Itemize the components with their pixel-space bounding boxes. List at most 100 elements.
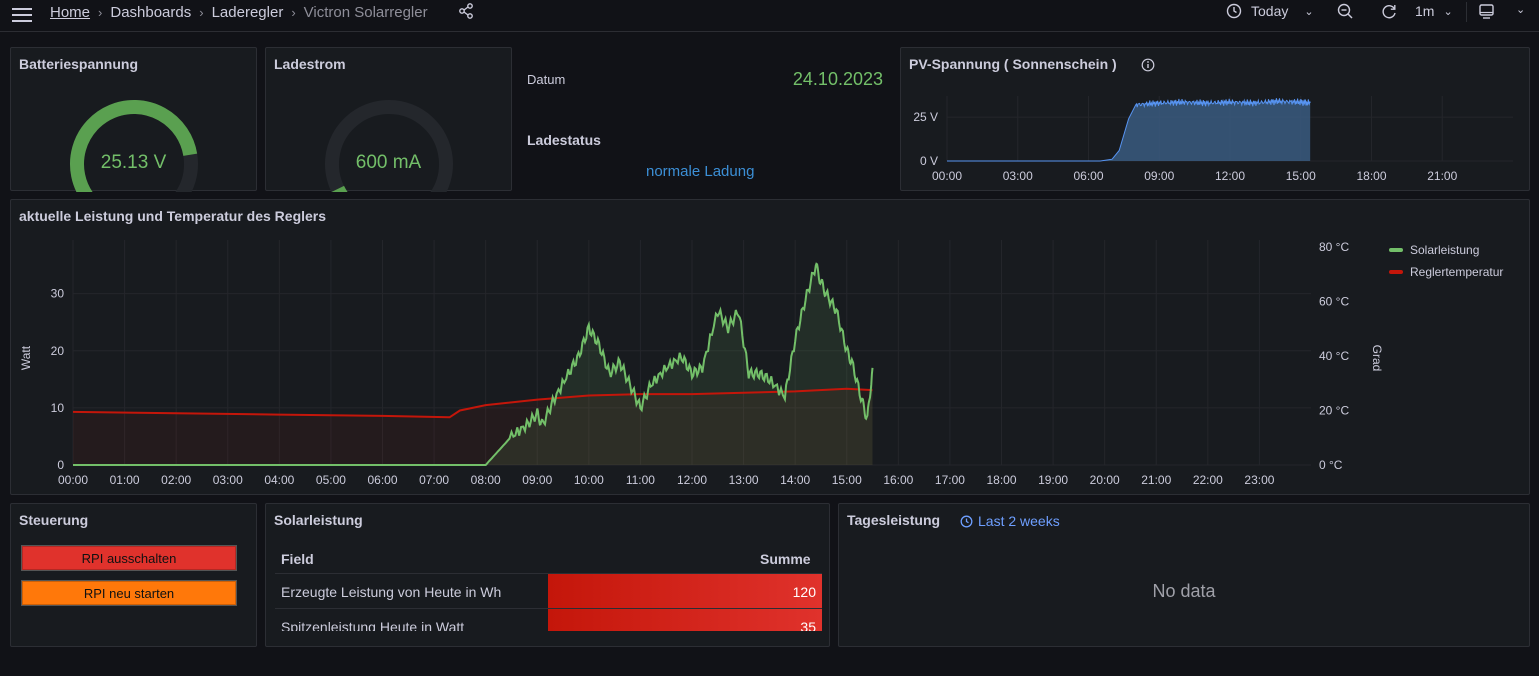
y-right-tick-label: 40 °C xyxy=(1319,349,1349,363)
legend-swatch xyxy=(1389,248,1403,252)
y-tick-label: 0 V xyxy=(920,154,938,168)
share-icon[interactable] xyxy=(458,3,474,19)
info-icon[interactable] xyxy=(1141,58,1155,72)
daily-yield-panel: Tagesleistung Last 2 weeks No data xyxy=(838,503,1530,647)
charge-current-panel: Ladestrom 600 mA xyxy=(265,47,512,192)
x-tick-label: 11:00 xyxy=(626,473,655,487)
no-data-message: No data xyxy=(1152,581,1216,601)
column-header-field[interactable]: Field xyxy=(281,551,314,567)
gauge-value: 25.13 V xyxy=(100,152,167,173)
legend-item-temperature[interactable]: Reglertemperatur xyxy=(1389,265,1503,279)
x-tick-label: 03:00 xyxy=(1003,169,1033,183)
gauge-track xyxy=(325,100,453,192)
chevron-down-icon[interactable]: ⌄ xyxy=(1516,4,1526,16)
chevron-right-icon: › xyxy=(98,4,103,20)
shutdown-button[interactable]: RPI ausschalten xyxy=(21,545,237,571)
charge-status-label: Ladestatus xyxy=(527,132,601,148)
chevron-right-icon: › xyxy=(199,4,204,20)
x-tick-label: 21:00 xyxy=(1141,473,1171,487)
x-tick-label: 10:00 xyxy=(574,473,604,487)
date-label: Datum xyxy=(527,72,566,87)
x-tick-label: 06:00 xyxy=(367,473,397,487)
table-row: Spitzenleistung Heute in Watt 35 xyxy=(275,608,822,631)
x-tick-label: 08:00 xyxy=(471,473,501,487)
chevron-down-icon: ⌄ xyxy=(1304,5,1314,18)
x-tick-label: 04:00 xyxy=(264,473,294,487)
legend-item-solar[interactable]: Solarleistung xyxy=(1389,243,1479,257)
breadcrumb-current: Victron Solarregler xyxy=(303,3,428,21)
pv-voltage-chart: 00:00 03:00 06:00 09:00 12:00 15:00 18:00 21:00… xyxy=(913,96,1513,183)
x-tick-label: 09:00 xyxy=(1144,169,1174,183)
controls-panel: Steuerung RPI ausschalten RPI neu starte… xyxy=(10,503,257,647)
x-tick-label: 05:00 xyxy=(316,473,346,487)
menu-icon[interactable] xyxy=(12,4,34,26)
y-tick-label: 20 xyxy=(51,344,65,358)
top-navigation-bar: Home › Dashboards › Laderegler › Victron… xyxy=(0,0,1539,32)
battery-voltage-panel: Batteriespannung 25.13 V xyxy=(10,47,257,192)
time-override-label: Last 2 weeks xyxy=(978,513,1060,529)
breadcrumb-home[interactable]: Home xyxy=(50,3,91,21)
y-tick-label: 30 xyxy=(51,287,65,301)
pv-voltage-line xyxy=(947,97,1311,162)
time-range-picker[interactable]: Today ⌄ xyxy=(1226,3,1314,19)
table-cell-value: 35 xyxy=(800,619,816,631)
refresh-interval-picker[interactable]: 1m ⌄ xyxy=(1415,3,1453,19)
charge-status-value: normale Ladung xyxy=(646,163,755,180)
x-tick-label: 06:00 xyxy=(1073,169,1103,183)
clock-icon xyxy=(1226,3,1242,19)
x-tick-label: 23:00 xyxy=(1244,473,1274,487)
tv-icon[interactable] xyxy=(1478,3,1495,20)
breadcrumb: Home › Dashboards › Laderegler › Victron… xyxy=(50,3,428,21)
x-tick-label: 01:00 xyxy=(110,473,140,487)
x-tick-label: 20:00 xyxy=(1090,473,1120,487)
power-temperature-chart: 00:00 01:00 02:00 03:00 04:00 05:00 06:00 07:00… xyxy=(19,240,1384,487)
x-tick-label: 22:00 xyxy=(1193,473,1223,487)
battery-gauge xyxy=(70,100,198,192)
x-tick-label: 00:00 xyxy=(58,473,88,487)
solar-area xyxy=(73,263,873,465)
panel-title: Ladestrom xyxy=(274,56,346,72)
solar-table-panel: Solarleistung Field Summe Erzeugte Leist… xyxy=(265,503,830,647)
panel-title: aktuelle Leistung und Temperatur des Reg… xyxy=(19,208,327,224)
panel-title: Batteriespannung xyxy=(19,56,139,72)
x-tick-label: 18:00 xyxy=(986,473,1016,487)
panel-title: Tagesleistung xyxy=(847,512,941,528)
divider xyxy=(1466,2,1467,22)
x-tick-label: 21:00 xyxy=(1427,169,1457,183)
table-cell-bar: 35 xyxy=(548,609,822,631)
status-panel: Datum 24.10.2023 Ladestatus normale Ladu… xyxy=(520,47,892,191)
legend-label: Reglertemperatur xyxy=(1410,265,1504,279)
current-gauge xyxy=(325,100,453,192)
refresh-icon[interactable] xyxy=(1381,3,1398,20)
panel-title: Solarleistung xyxy=(274,512,363,528)
column-header-sum[interactable]: Summe xyxy=(760,551,811,567)
x-tick-label: 15:00 xyxy=(832,473,862,487)
refresh-interval-label: 1m xyxy=(1415,3,1435,19)
legend-swatch xyxy=(1389,270,1403,274)
pv-voltage-panel: PV-Spannung ( Sonnenschein ) 00:00 03:00 0… xyxy=(900,47,1530,191)
gauge-fill xyxy=(331,185,348,192)
solar-line xyxy=(73,262,874,466)
y-right-tick-label: 80 °C xyxy=(1319,240,1349,254)
y-tick-label: 0 xyxy=(57,458,64,472)
x-tick-label: 19:00 xyxy=(1038,473,1068,487)
table-cell-bar: 120 xyxy=(548,574,822,609)
gauge-value: 600 mA xyxy=(355,152,422,173)
x-tick-label: 12:00 xyxy=(1215,169,1245,183)
x-tick-label: 02:00 xyxy=(161,473,191,487)
y-right-tick-label: 20 °C xyxy=(1319,404,1349,418)
breadcrumb-dashboards[interactable]: Dashboards xyxy=(110,3,192,21)
x-tick-label: 13:00 xyxy=(729,473,759,487)
y-axis-label-left: Watt xyxy=(19,345,33,370)
date-value: 24.10.2023 xyxy=(792,69,883,89)
y-tick-label: 25 V xyxy=(913,110,938,124)
zoom-out-icon[interactable] xyxy=(1337,3,1354,20)
x-tick-label: 00:00 xyxy=(932,169,962,183)
x-tick-label: 12:00 xyxy=(677,473,707,487)
breadcrumb-folder[interactable]: Laderegler xyxy=(211,3,284,21)
time-override: Last 2 weeks xyxy=(960,513,1060,529)
panel-title: PV-Spannung ( Sonnenschein ) xyxy=(909,56,1117,72)
restart-button[interactable]: RPI neu starten xyxy=(21,580,237,606)
table-cell-field: Spitzenleistung Heute in Watt xyxy=(281,619,465,631)
temperature-area xyxy=(73,388,873,465)
